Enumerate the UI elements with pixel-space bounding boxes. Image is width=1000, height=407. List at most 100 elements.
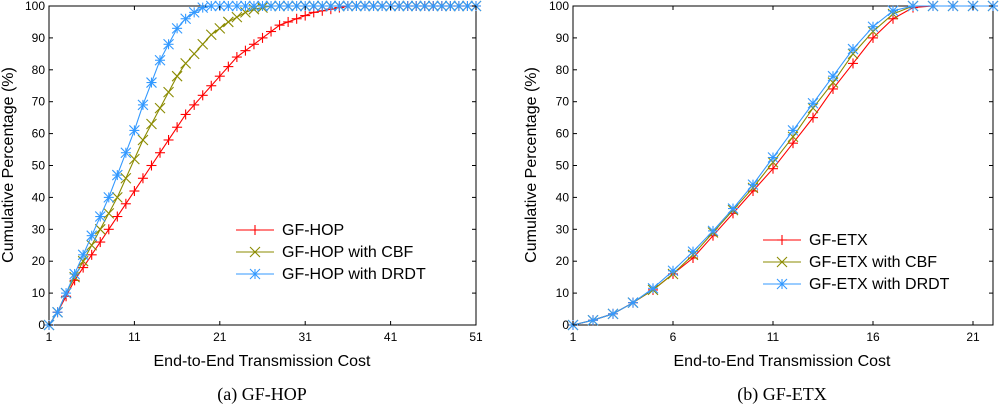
data-point (163, 86, 174, 98)
y-tick-label: 80 (32, 63, 46, 77)
x-tick-label: 51 (469, 330, 483, 344)
data-point (707, 225, 719, 237)
data-point (86, 230, 98, 242)
legend-marker (777, 235, 787, 245)
data-point (827, 70, 839, 82)
x-tick-label: 16 (866, 330, 880, 344)
x-axis-title: End-to-End Transmission Cost (674, 353, 892, 370)
data-point (214, 22, 226, 34)
data-point (214, 71, 225, 82)
data-point (112, 211, 123, 222)
data-point (189, 99, 200, 110)
data-point (947, 0, 959, 12)
data-point (69, 268, 81, 280)
legend-item: GF-ETX with DRDT (763, 276, 950, 293)
data-point (86, 249, 97, 260)
data-point (300, 10, 311, 21)
legend-marker (250, 225, 260, 235)
data-point (154, 102, 166, 114)
data-point (274, 20, 285, 31)
y-tick-label: 10 (32, 286, 46, 300)
data-point (197, 2, 209, 13)
y-tick-label: 30 (32, 222, 46, 236)
legend-item: GF-HOP with CBF (236, 244, 414, 261)
data-point (86, 239, 98, 251)
data-point (807, 97, 819, 109)
data-point (180, 58, 192, 69)
data-point (137, 99, 149, 111)
data-point (129, 153, 140, 165)
data-point (111, 192, 123, 203)
y-tick-label: 20 (32, 254, 46, 268)
data-point (887, 5, 899, 17)
data-point (120, 198, 131, 209)
data-point (282, 0, 294, 12)
y-tick-label: 0 (562, 318, 569, 332)
data-point (410, 0, 422, 12)
data-point (180, 109, 191, 120)
data-point (197, 90, 208, 101)
legend: GF-HOP GF-HOP with CBF GF-HOP with DRDT (236, 222, 426, 283)
x-tick-label: 11 (767, 330, 780, 344)
data-point (222, 16, 234, 28)
panel-caption: (a) GF-HOP (217, 384, 307, 405)
x-tick-label: 11 (128, 330, 141, 344)
x-tick-label: 21 (966, 330, 980, 344)
y-tick-label: 40 (556, 190, 570, 204)
data-point (146, 160, 157, 171)
data-point (359, 0, 371, 12)
data-point (120, 172, 132, 184)
data-point (205, 0, 217, 12)
data-point (163, 134, 174, 145)
data-point (647, 282, 659, 294)
legend: GF-ETX GF-ETX with CBF GF-ETX with DRDT (763, 232, 950, 293)
data-point (768, 163, 778, 174)
data-point (587, 314, 599, 326)
data-point (867, 21, 879, 33)
data-point (248, 39, 259, 50)
data-point (95, 237, 106, 248)
data-point (308, 0, 320, 12)
data-point (291, 13, 302, 24)
data-point (257, 32, 268, 43)
data-point (146, 77, 157, 88)
data-point (274, 0, 285, 12)
data-point (325, 0, 337, 12)
x-tick-label: 1 (570, 330, 577, 344)
data-point (231, 52, 242, 63)
y-tick-label: 0 (38, 318, 45, 332)
data-point (240, 45, 251, 56)
data-point (94, 223, 106, 235)
data-point (103, 207, 115, 219)
data-point (402, 0, 414, 12)
data-point (266, 26, 277, 37)
data-point (927, 0, 939, 12)
data-point (197, 38, 209, 50)
data-point (607, 308, 619, 320)
data-point (137, 134, 149, 146)
data-point (188, 48, 200, 60)
legend-marker (776, 278, 788, 290)
data-point (222, 0, 234, 12)
data-point (436, 0, 448, 12)
y-tick-label: 100 (549, 0, 569, 13)
y-tick-label: 90 (32, 31, 46, 45)
legend-marker (249, 268, 261, 280)
data-point (808, 112, 818, 123)
data-point (787, 125, 799, 136)
data-point (727, 203, 739, 214)
x-tick-label: 31 (299, 330, 313, 344)
panel-caption: (b) GF-ETX (737, 384, 826, 405)
legend-item: GF-HOP with DRDT (236, 266, 426, 283)
x-tick-label: 21 (213, 330, 227, 344)
legend-item: GF-ETX (763, 232, 868, 249)
legend-label: GF-HOP (282, 222, 344, 239)
y-axis-title: Cumulative Percentage (%) (523, 67, 540, 263)
data-point (291, 0, 303, 12)
data-point (120, 147, 132, 159)
data-point (52, 306, 63, 318)
legend-item: GF-ETX with CBF (763, 254, 937, 271)
data-point (316, 0, 328, 12)
